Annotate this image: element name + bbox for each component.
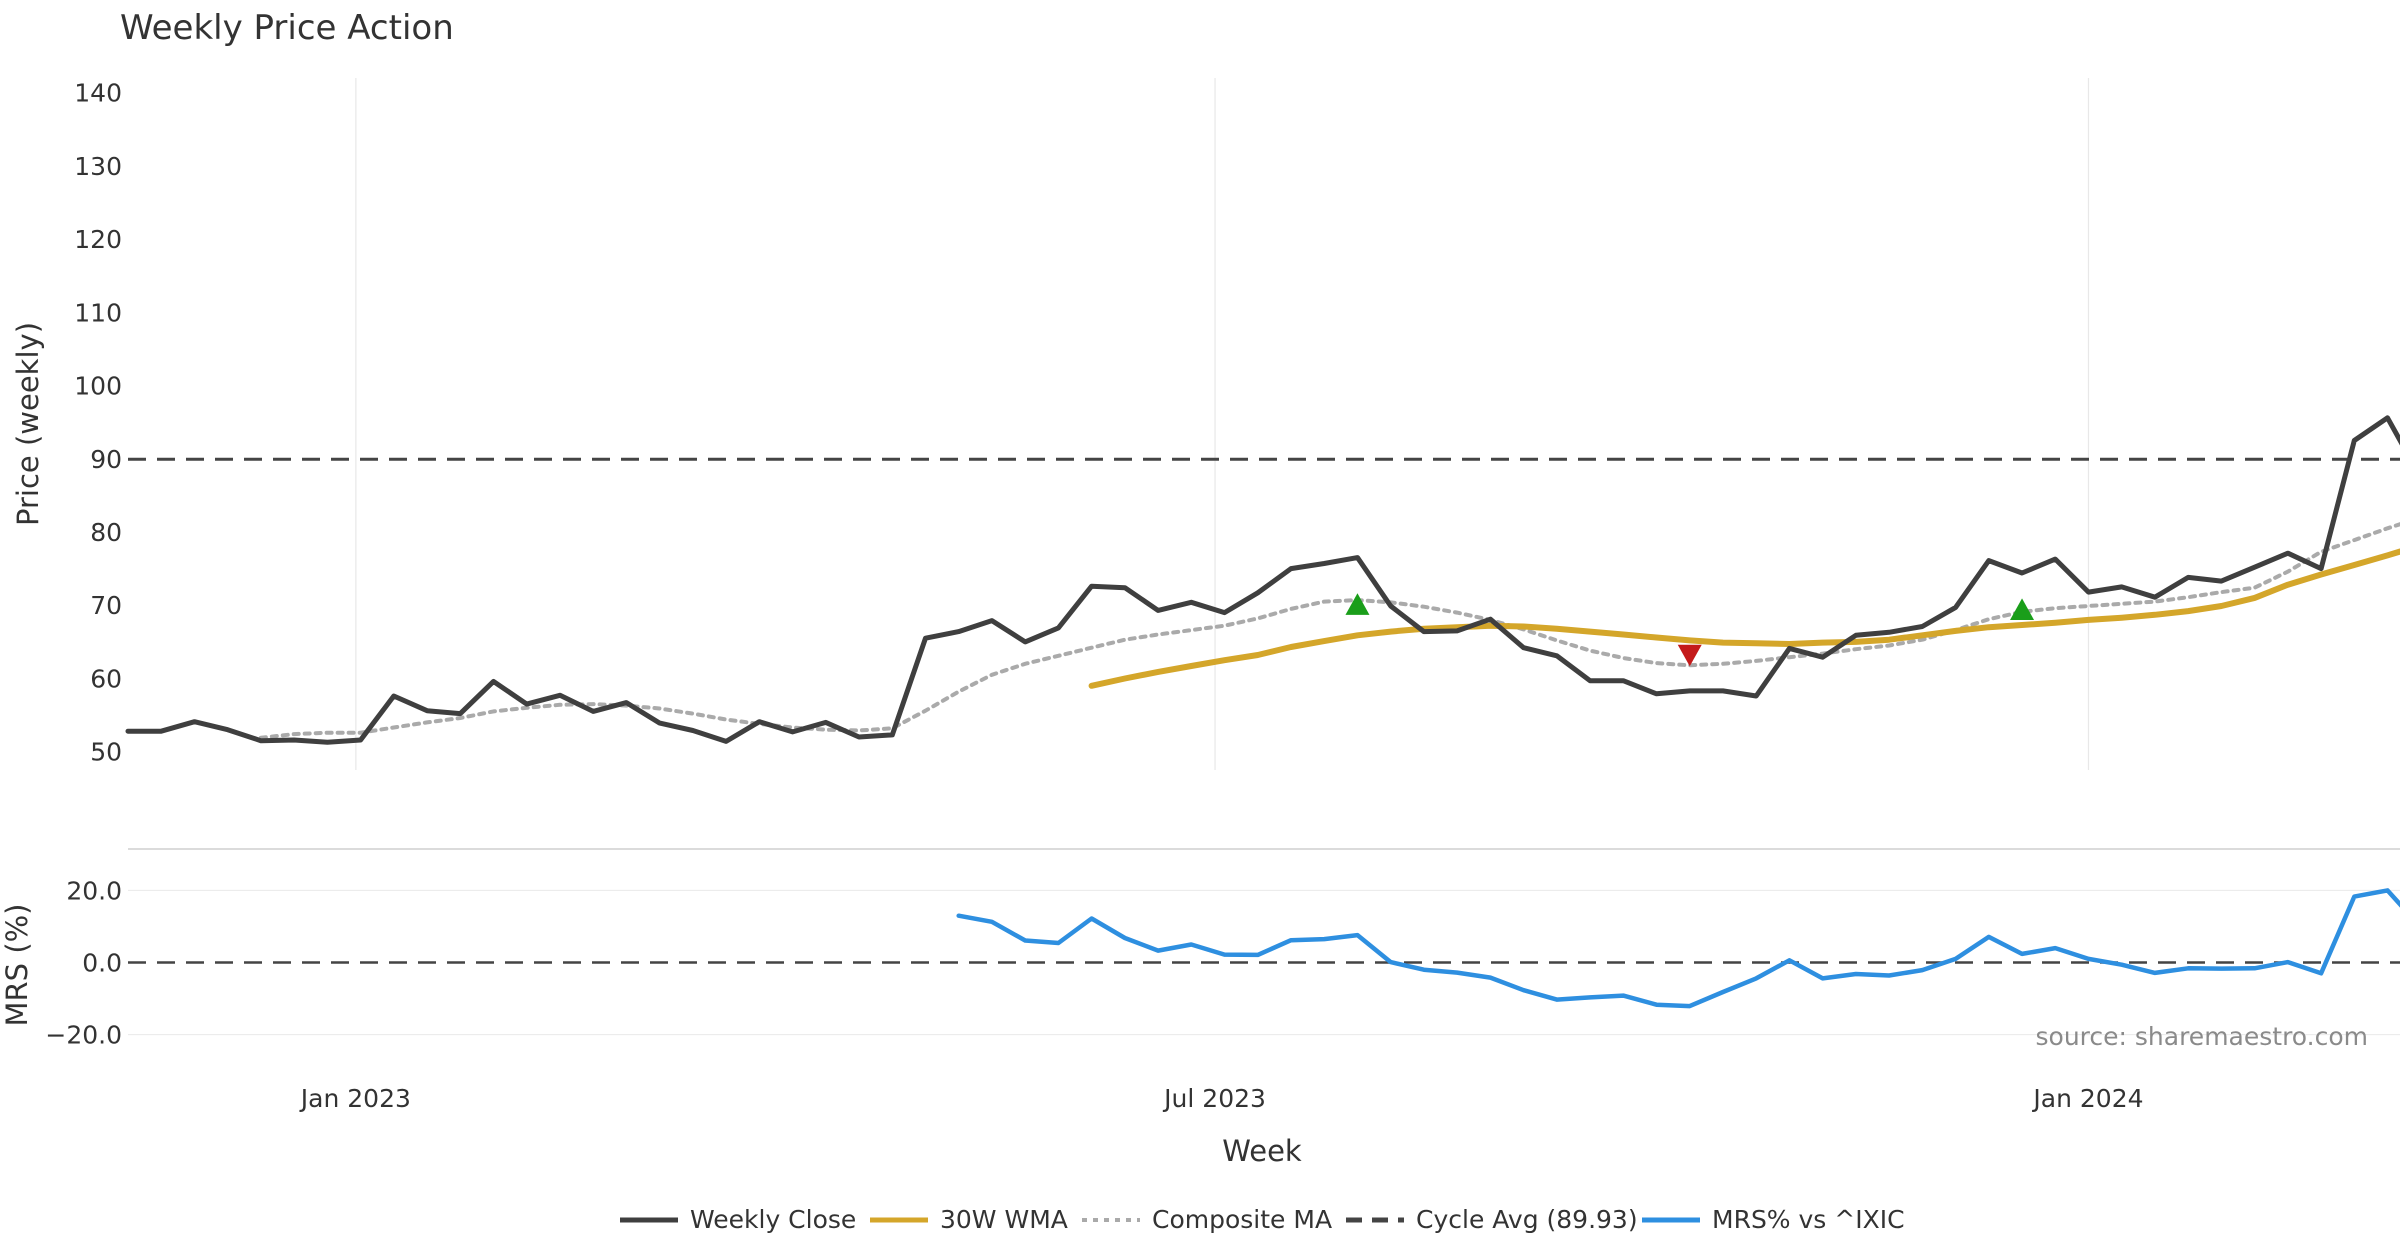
price-y-tick: 100 (74, 372, 122, 401)
legend: Weekly Close 30W WMA Composite MA Cycle Avg… (620, 1205, 1905, 1234)
legend-label: Weekly Close (690, 1205, 856, 1234)
price-y-tick: 80 (90, 518, 122, 547)
signal-markers (1345, 593, 2035, 667)
mrs-series-group (128, 888, 2400, 1009)
price-series-group (125, 415, 2400, 745)
price-x-gridlines (355, 78, 2090, 770)
mrs-y-axis-label: MRS (%) (0, 904, 34, 1027)
legend-label: Composite MA (1152, 1205, 1332, 1234)
mrs-y-tick: −20.0 (45, 1021, 122, 1050)
buy-signal-marker (1345, 593, 1370, 615)
chart-title: Weekly Price Action (120, 8, 454, 48)
price-y-axis-label: Price (weekly) (11, 322, 45, 526)
x-tick: Jan 2024 (2031, 1084, 2143, 1113)
composite-ma-line (258, 522, 2400, 740)
price-y-tick: 60 (90, 664, 122, 693)
buy-signal-marker (2010, 598, 2035, 620)
mrs-y-tick-labels: 20.0 0.0 −20.0 (45, 876, 122, 1049)
mrs-y-tick: 0.0 (82, 949, 122, 978)
mrs-y-tick: 20.0 (66, 876, 122, 905)
price-y-tick: 70 (90, 591, 122, 620)
price-y-tick: 110 (74, 298, 122, 327)
price-y-tick-labels: 50 60 70 80 90 100 110 120 130 140 (74, 79, 122, 767)
wma-30w-line (1088, 548, 2400, 689)
price-y-tick: 140 (74, 79, 122, 108)
weekly-close-line (125, 415, 2400, 745)
source-credit: source: sharemaestro.com (2036, 1022, 2369, 1051)
price-y-tick: 130 (74, 152, 122, 181)
sell-signal-marker (1677, 644, 1702, 667)
mrs-y-gridlines (128, 889, 2400, 1036)
x-axis-label: Week (1222, 1134, 1302, 1168)
price-y-tick: 50 (90, 738, 122, 767)
legend-label: MRS% vs ^IXIC (1712, 1205, 1905, 1234)
price-y-tick: 120 (74, 225, 122, 254)
x-tick: Jul 2023 (1162, 1084, 1266, 1113)
price-y-tick: 90 (90, 445, 122, 474)
x-tick: Jan 2023 (299, 1084, 411, 1113)
mrs-ixic-line (956, 888, 2400, 1009)
price-panel: 50 60 70 80 90 100 110 120 130 140 Price (weekly) (11, 78, 2400, 770)
legend-label: Cycle Avg (89.93) (1416, 1205, 1638, 1234)
mrs-panel: 20.0 0.0 −20.0 MRS (%) source: sharemaestr… (0, 876, 2400, 1051)
legend-label: 30W WMA (940, 1205, 1068, 1234)
